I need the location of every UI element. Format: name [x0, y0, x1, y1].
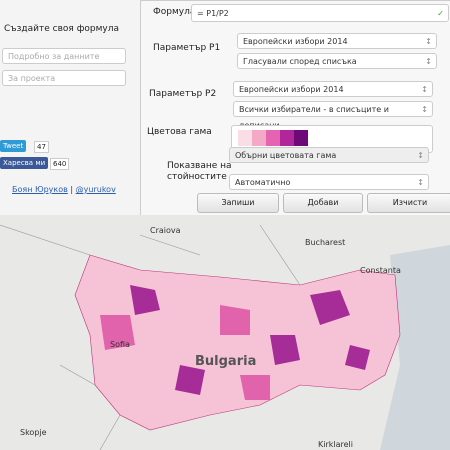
p1-label: Параметър P1	[153, 43, 221, 53]
city-label: Craiova	[150, 226, 181, 235]
formula-input[interactable]: = P1/P2 ✓	[191, 4, 449, 22]
palette-label: Цветова гама	[147, 127, 212, 137]
invert-palette-select[interactable]: Обърни цветовата гама	[229, 147, 429, 164]
country-label: Bulgaria	[195, 354, 256, 369]
roads	[0, 224, 301, 450]
tweet-count: 47	[34, 141, 49, 153]
city-label: Skopje	[20, 428, 47, 437]
save-button[interactable]: Запиши формулата	[197, 193, 279, 225]
palette-swatches	[238, 130, 308, 146]
formula-value: = P1/P2	[197, 9, 229, 18]
left-panel: Създайте своя формула Подробно за даннит…	[0, 0, 140, 215]
like-count: 640	[50, 158, 70, 170]
city-label: Constanta	[360, 266, 401, 275]
clear-button[interactable]: Изчисти параметрите	[367, 193, 450, 225]
like-button[interactable]: Харесва ми	[0, 157, 49, 169]
menu-item[interactable]: Подробно за данните	[2, 48, 126, 64]
p2-source-select[interactable]: Европейски избори 2014	[233, 81, 433, 98]
sea	[380, 245, 450, 450]
dark-regions	[130, 285, 370, 395]
display-select[interactable]: Автоматично	[229, 174, 429, 191]
tweet-button[interactable]: Tweet	[0, 140, 27, 152]
separator: |	[70, 185, 74, 194]
display-label: Показване на стойностите	[167, 161, 232, 182]
add-param-button[interactable]: Добави параметър	[283, 193, 363, 225]
p2-field-select[interactable]: Всички избиратели - в списъците и дописа…	[233, 101, 433, 130]
city-label: Sofia	[110, 340, 130, 349]
credits: Боян Юруков | @yurukov	[12, 185, 116, 194]
app-header: Създайте своя формула Подробно за даннит…	[0, 0, 450, 225]
create-formula-link[interactable]: Създайте своя формула	[4, 24, 119, 34]
city-label: Bucharest	[305, 238, 345, 247]
p1-field-select[interactable]: Гласували според списъка	[237, 53, 437, 70]
menu-item[interactable]: За проекта	[2, 70, 126, 86]
author-link[interactable]: Боян Юруков	[12, 185, 68, 194]
formula-form: Формула = P1/P2 ✓ Параметър P1 Европейски…	[140, 0, 450, 225]
p1-source-select[interactable]: Европейски избори 2014	[237, 33, 437, 50]
mid-regions	[100, 305, 270, 400]
city-label: Kirklareli	[318, 440, 353, 449]
map: Craiova Bucharest Constanta Sofia Bulgar…	[0, 215, 450, 450]
p2-label: Параметър P2	[149, 89, 217, 99]
formula-label: Формула	[153, 7, 196, 17]
twitter-link[interactable]: @yurukov	[75, 185, 116, 194]
valid-check: ✓	[437, 9, 444, 18]
map-labels: Craiova Bucharest Constanta Sofia Bulgar…	[20, 226, 401, 449]
